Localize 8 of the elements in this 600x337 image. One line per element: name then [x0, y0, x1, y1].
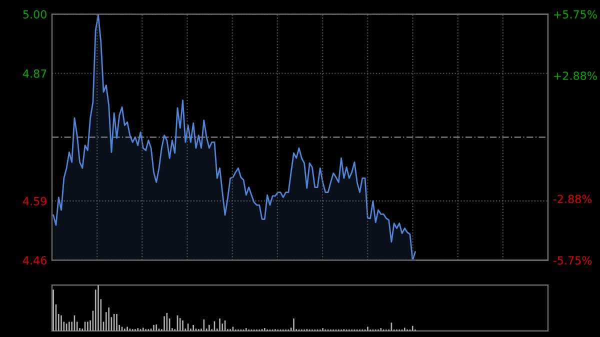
y-tick-label: 4.59: [22, 196, 46, 206]
y2-tick-label: +5.75%: [554, 10, 597, 19]
y-tick-label: 5.00: [23, 10, 46, 19]
y2-tick-label: -5.75%: [553, 256, 592, 265]
y-tick-label: 4.87: [22, 69, 46, 78]
y-tick-label: 4.46: [22, 256, 46, 265]
y2-tick-label: -2.88%: [553, 194, 592, 204]
y2-tick-label: +2.88%: [554, 72, 597, 80]
